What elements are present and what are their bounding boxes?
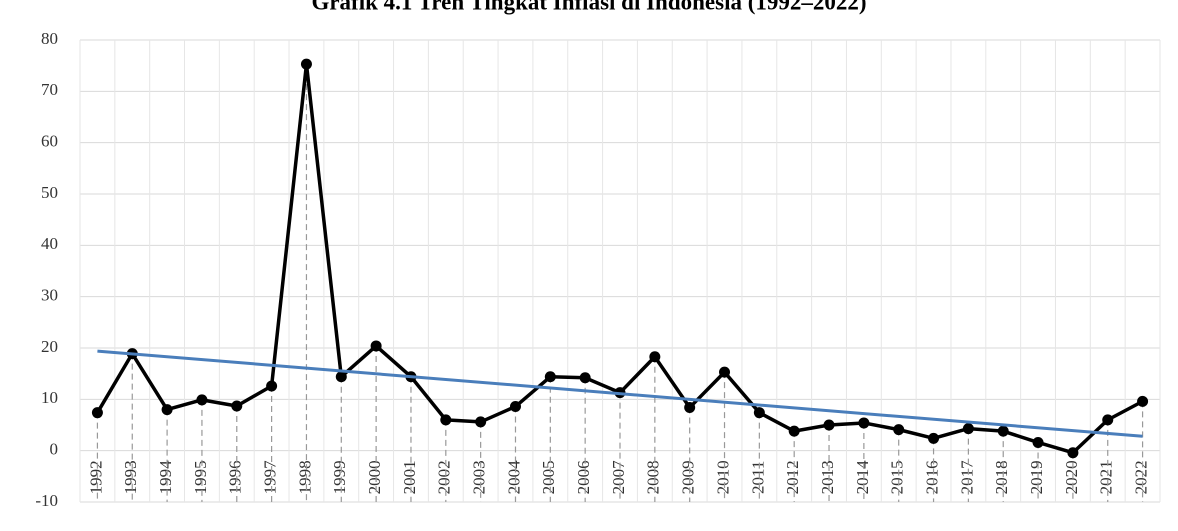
data-point: [161, 404, 173, 416]
y-tick-label: 0: [50, 440, 59, 459]
data-point: [928, 432, 940, 444]
trend-line: [97, 349, 1143, 438]
x-tick-label: 2006: [574, 460, 593, 494]
x-tick-label: 2005: [539, 460, 558, 494]
data-point: [440, 414, 452, 426]
x-tick-label: 1993: [121, 460, 140, 494]
data-point: [509, 401, 521, 413]
data-point: [788, 425, 800, 437]
x-tick-label: 2015: [888, 460, 907, 494]
data-point: [649, 351, 661, 363]
y-tick-label: 60: [41, 132, 58, 151]
x-tick-label: 2010: [713, 460, 732, 494]
x-tick-label: 2017: [957, 460, 976, 495]
x-tick-label: 2016: [922, 460, 941, 494]
y-tick-label: 70: [41, 80, 58, 99]
x-tick-label: 2013: [818, 460, 837, 494]
data-point: [1137, 395, 1149, 407]
x-tick-label: 2001: [400, 460, 419, 494]
data-point: [1067, 447, 1079, 459]
data-point: [544, 371, 556, 383]
y-tick-label: 40: [41, 234, 58, 253]
x-tick-label: 2000: [365, 460, 384, 494]
y-tick-label: 80: [41, 29, 58, 48]
x-tick-label: 2004: [504, 460, 523, 495]
data-point: [684, 402, 696, 414]
x-tick-label: 2011: [748, 461, 767, 494]
x-tick-label: 2009: [679, 460, 698, 494]
x-tick-label: 1997: [261, 460, 280, 495]
data-point: [997, 425, 1009, 437]
data-point: [579, 372, 591, 384]
data-point: [475, 416, 487, 428]
data-point: [1102, 414, 1114, 426]
x-tick-label: 2020: [1062, 460, 1081, 494]
data-point: [962, 423, 974, 435]
data-point: [196, 394, 208, 406]
y-tick-label: -10: [35, 491, 58, 510]
x-tick-label: 1992: [86, 460, 105, 494]
x-tick-label: 2008: [644, 460, 663, 494]
data-point: [893, 424, 905, 436]
x-tick-label: 2007: [609, 460, 628, 495]
x-tick-label: 2014: [853, 460, 872, 495]
data-point: [370, 340, 382, 352]
y-tick-label: 20: [41, 337, 58, 356]
y-tick-label: 10: [41, 388, 58, 407]
x-tick-label: 1998: [295, 460, 314, 494]
chart-title: Grafik 4.1 Tren Tingkat Inflasi di Indon…: [311, 0, 866, 14]
x-tick-label: 2002: [435, 460, 454, 494]
data-point: [91, 407, 103, 419]
data-point: [823, 419, 835, 431]
x-tick-label: 2012: [783, 460, 802, 494]
x-tick-label: 1994: [156, 460, 175, 495]
y-tick-label: 50: [41, 183, 58, 202]
data-point: [719, 366, 731, 378]
x-tick-label: 1995: [191, 460, 210, 494]
x-tick-label: 2018: [992, 460, 1011, 494]
x-tick-label: 1999: [330, 460, 349, 494]
data-point: [753, 407, 765, 419]
x-tick-label: 2003: [470, 460, 489, 494]
data-point: [266, 380, 278, 392]
x-tick-label: 1996: [226, 460, 245, 494]
data-point: [335, 371, 347, 383]
y-tick-label: 30: [41, 286, 58, 305]
data-point: [231, 400, 243, 412]
data-point: [858, 417, 870, 429]
x-tick-label: 2022: [1131, 460, 1150, 494]
x-tick-label: 2021: [1097, 460, 1116, 494]
data-point: [1032, 436, 1044, 448]
data-point: [300, 58, 312, 70]
x-tick-label: 2019: [1027, 460, 1046, 494]
